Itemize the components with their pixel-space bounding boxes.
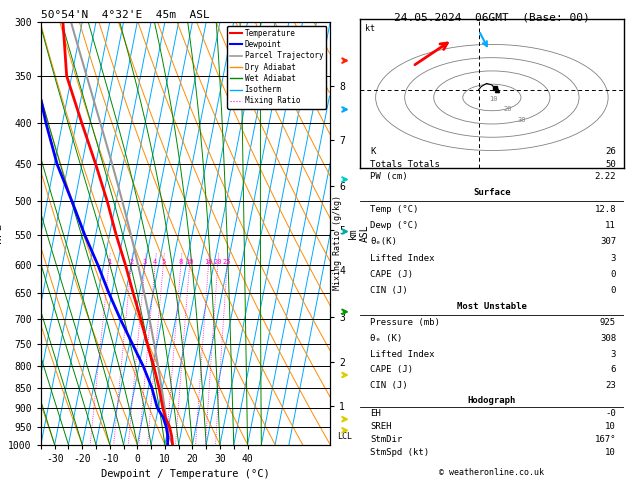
- Text: 4: 4: [153, 260, 157, 265]
- Text: 26: 26: [605, 147, 616, 156]
- Text: θₑ (K): θₑ (K): [370, 334, 403, 343]
- Text: K: K: [370, 147, 376, 156]
- Text: 23: 23: [605, 381, 616, 390]
- Text: 3: 3: [143, 260, 147, 265]
- Text: 10: 10: [605, 422, 616, 431]
- Text: 2: 2: [129, 260, 133, 265]
- Text: © weatheronline.co.uk: © weatheronline.co.uk: [440, 468, 544, 477]
- Text: Surface: Surface: [473, 189, 511, 197]
- Text: Hodograph: Hodograph: [468, 396, 516, 405]
- Legend: Temperature, Dewpoint, Parcel Trajectory, Dry Adiabat, Wet Adiabat, Isotherm, Mi: Temperature, Dewpoint, Parcel Trajectory…: [227, 26, 326, 108]
- Text: 0: 0: [611, 286, 616, 295]
- Text: 10: 10: [605, 448, 616, 457]
- Text: Most Unstable: Most Unstable: [457, 302, 527, 312]
- Text: 6: 6: [611, 365, 616, 375]
- Text: CIN (J): CIN (J): [370, 286, 408, 295]
- Text: kt: kt: [365, 24, 375, 33]
- Text: 167°: 167°: [594, 435, 616, 444]
- Text: Temp (°C): Temp (°C): [370, 205, 419, 214]
- Text: Mixing Ratio (g/kg): Mixing Ratio (g/kg): [333, 195, 342, 291]
- Text: CAPE (J): CAPE (J): [370, 270, 413, 279]
- Text: 3: 3: [611, 349, 616, 359]
- Text: Pressure (mb): Pressure (mb): [370, 318, 440, 327]
- Text: 307: 307: [600, 237, 616, 246]
- Text: 16: 16: [204, 260, 213, 265]
- Text: -0: -0: [605, 409, 616, 418]
- Text: 50: 50: [605, 159, 616, 169]
- Text: 25: 25: [223, 260, 231, 265]
- Text: 5: 5: [161, 260, 165, 265]
- Text: 24.05.2024  06GMT  (Base: 00): 24.05.2024 06GMT (Base: 00): [394, 12, 590, 22]
- Text: 20: 20: [503, 106, 512, 112]
- Text: StmSpd (kt): StmSpd (kt): [370, 448, 430, 457]
- Text: Totals Totals: Totals Totals: [370, 159, 440, 169]
- Text: 11: 11: [605, 221, 616, 230]
- Text: 308: 308: [600, 334, 616, 343]
- Text: 10: 10: [489, 96, 498, 102]
- Text: Lifted Index: Lifted Index: [370, 349, 435, 359]
- Text: 50°54'N  4°32'E  45m  ASL: 50°54'N 4°32'E 45m ASL: [41, 10, 209, 20]
- Text: SREH: SREH: [370, 422, 392, 431]
- Text: 10: 10: [186, 260, 194, 265]
- Text: 30: 30: [518, 118, 526, 123]
- Text: PW (cm): PW (cm): [370, 172, 408, 181]
- Text: Lifted Index: Lifted Index: [370, 254, 435, 262]
- Y-axis label: hPa: hPa: [0, 223, 3, 243]
- Text: 3: 3: [611, 254, 616, 262]
- Text: Dewp (°C): Dewp (°C): [370, 221, 419, 230]
- Y-axis label: km
ASL: km ASL: [348, 225, 369, 242]
- Text: CIN (J): CIN (J): [370, 381, 408, 390]
- Text: 0: 0: [611, 270, 616, 279]
- Text: LCL: LCL: [337, 433, 352, 441]
- Text: 8: 8: [179, 260, 183, 265]
- Text: θₑ(K): θₑ(K): [370, 237, 398, 246]
- Text: CAPE (J): CAPE (J): [370, 365, 413, 375]
- Text: 2.22: 2.22: [594, 172, 616, 181]
- Text: StmDir: StmDir: [370, 435, 403, 444]
- Text: EH: EH: [370, 409, 381, 418]
- Text: 20: 20: [213, 260, 222, 265]
- Text: 12.8: 12.8: [594, 205, 616, 214]
- Text: 1: 1: [107, 260, 111, 265]
- X-axis label: Dewpoint / Temperature (°C): Dewpoint / Temperature (°C): [101, 469, 270, 479]
- Text: 925: 925: [600, 318, 616, 327]
